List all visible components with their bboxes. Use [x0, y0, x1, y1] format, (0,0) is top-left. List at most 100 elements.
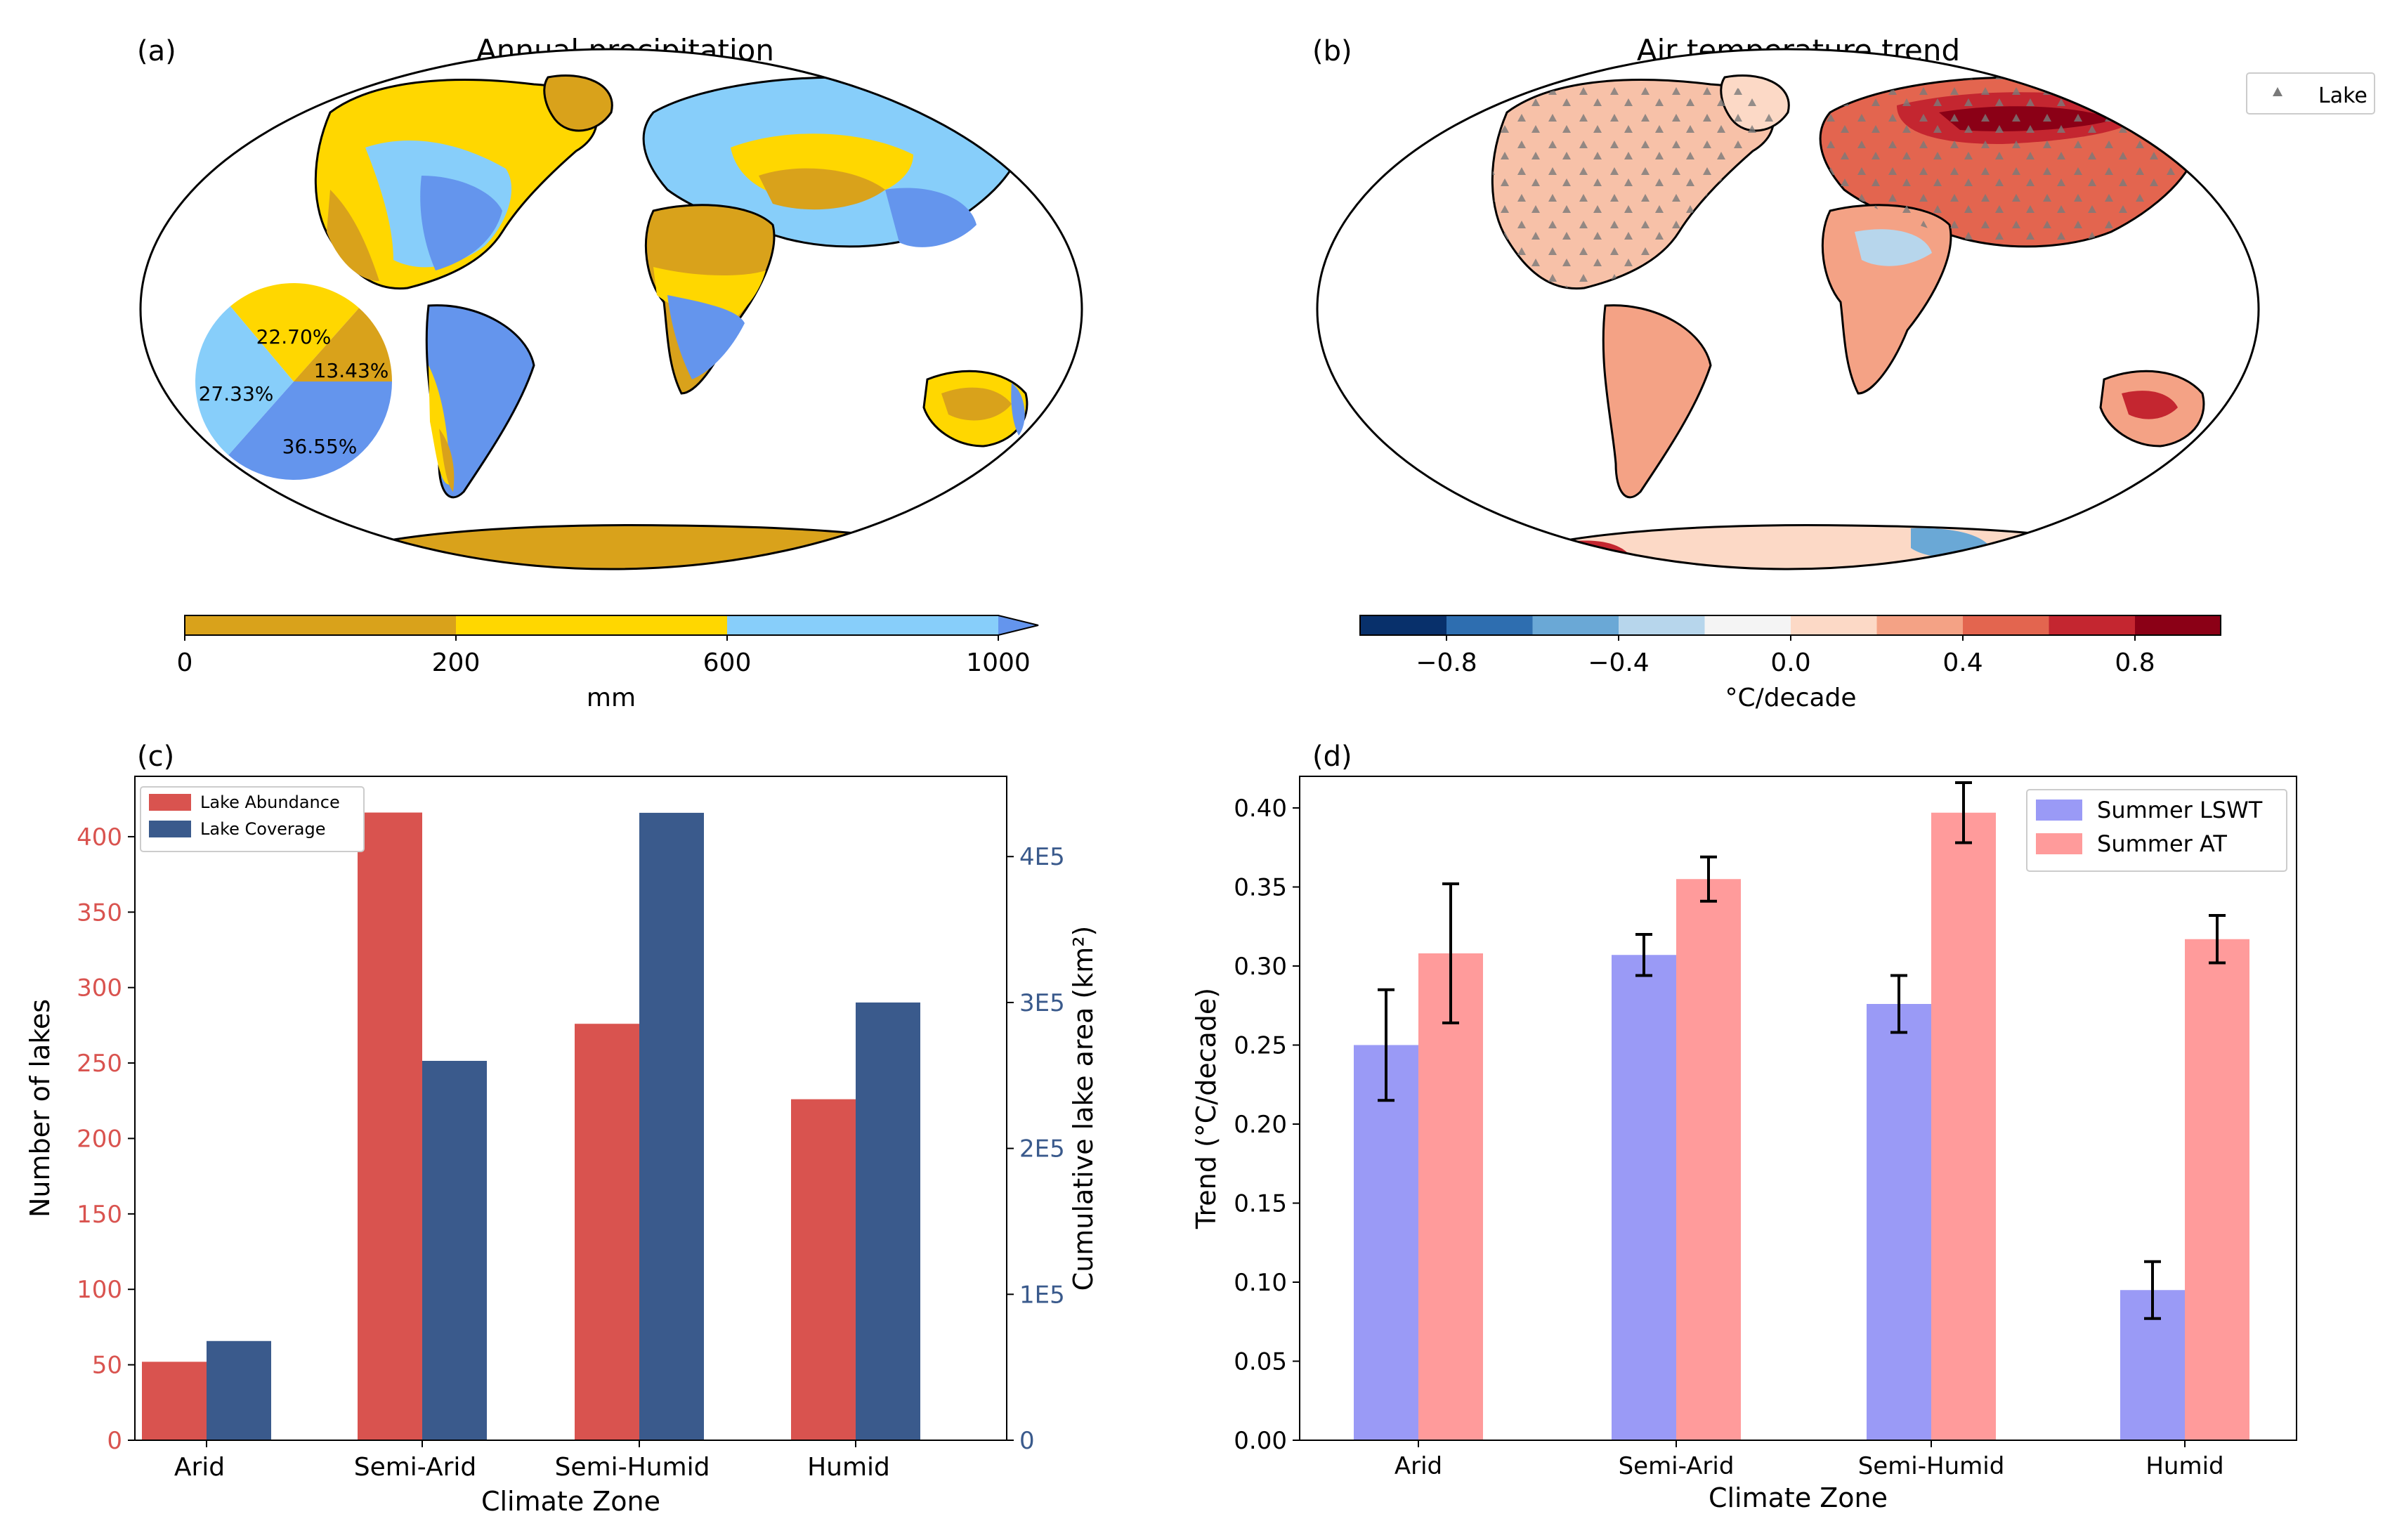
error-bar — [1442, 882, 1459, 1024]
bar-lake-coverage-semi-humid — [639, 812, 704, 1440]
colorbar-segment — [1790, 615, 1877, 635]
bar-lake-abundance-semi-humid — [575, 1024, 639, 1440]
y-right-tick-label: 4E5 — [1019, 843, 1065, 871]
y-tick-label: 150 — [77, 1201, 122, 1229]
panel-b: (b) Air temperature trend — [1312, 33, 2375, 712]
map-arid-zone-australia — [941, 387, 1012, 421]
x-tick-label: Semi-Humid — [555, 1453, 710, 1482]
y-tick-label: 0.40 — [1234, 795, 1287, 823]
y-tick-label: 0.00 — [1234, 1427, 1287, 1455]
colorbar-segment-600-1000 — [727, 615, 998, 635]
colorbar-tick: 0.4 — [1942, 648, 1983, 677]
bar-summer-at-semi-humid — [1931, 812, 1996, 1440]
lake-count-bar-chart: 0 50 100 150 200 250 300 350 400 0 1E5 2E5 3E5 4E5 Ari… — [25, 776, 1099, 1517]
colorbar-tick: −0.8 — [1416, 648, 1477, 677]
plot-frame — [134, 776, 1007, 1441]
colorbar-tick: 0.8 — [2115, 648, 2155, 677]
x-tick-label: Arid — [1395, 1452, 1442, 1480]
colorbar-segment — [1446, 615, 1533, 635]
bar-summer-lswt-semi-arid — [1612, 955, 1676, 1440]
panel-c-label: (c) — [137, 740, 174, 773]
bar-lake-abundance-semi-arid — [358, 812, 422, 1440]
colorbar-extend-arrow — [998, 615, 1038, 635]
legend-label: Summer AT — [2097, 830, 2227, 857]
map-arid-zone-eurasia — [759, 168, 885, 210]
panel-c: (c) 0 50 100 150 200 250 300 350 400 0 1E5 2E5 3E5 4E… — [25, 740, 1099, 1517]
pie-chart-inset: 22.70% 13.43% 27.33% 36.55% — [195, 283, 392, 480]
colorbar-segment — [2049, 615, 2135, 635]
x-axis-label: Climate Zone — [481, 1486, 660, 1517]
y-tick-label: 0.30 — [1234, 953, 1287, 981]
error-bar — [1955, 781, 1972, 844]
y-tick-label: 350 — [77, 899, 122, 927]
y-tick-label: 0.25 — [1234, 1032, 1287, 1060]
pie-slice-semi-arid — [230, 283, 360, 381]
map-humid-zone-north-america — [420, 176, 502, 270]
y-axis-label: Number of lakes — [25, 999, 55, 1218]
legend-swatch — [2036, 800, 2082, 821]
pie-label-humid: 36.55% — [282, 435, 358, 458]
bar-summer-lswt-semi-humid — [1867, 1004, 1931, 1440]
panel-d: (d) 0.00 0.05 0.10 0.15 0.20 0.25 0.30 0.35 0.40… — [1191, 740, 2297, 1513]
y-right-axis-label: Cumulative lake area (km²) — [1068, 926, 1099, 1291]
y-right-tick-label: 3E5 — [1019, 989, 1065, 1017]
pie-label-semi-arid: 22.70% — [256, 325, 332, 348]
legend-label: Lake Abundance — [200, 792, 340, 812]
y-right-tick-label: 1E5 — [1019, 1281, 1065, 1309]
map-humid-zone-australia — [1011, 383, 1025, 436]
pie-slice-humid — [228, 381, 392, 480]
error-bar — [2144, 1260, 2161, 1320]
y-axis-label: Trend (°C/decade) — [1191, 988, 1222, 1229]
panel-b-label: (b) — [1312, 35, 1352, 67]
bar-lake-coverage-arid — [207, 1340, 271, 1440]
bar-summer-at-humid — [2185, 939, 2249, 1440]
map-humid-zone-eurasia — [885, 188, 977, 247]
lake-markers — [1492, 77, 2196, 289]
x-axis-label: Climate Zone — [1709, 1482, 1888, 1513]
x-tick-label: Semi-Arid — [354, 1453, 477, 1482]
y-tick-label: 0.35 — [1234, 874, 1287, 902]
y-tick-label: 400 — [77, 823, 122, 851]
error-bar — [1378, 988, 1395, 1102]
x-tick-label: Semi-Humid — [1858, 1452, 2005, 1480]
y-right-tick-label: 2E5 — [1019, 1135, 1065, 1163]
pie-label-semi-humid: 27.33% — [199, 382, 274, 405]
map-landmass-greenland — [543, 74, 613, 132]
lake-triangle-icon — [2273, 87, 2282, 96]
colorbar-segment — [1360, 615, 1446, 635]
lake-legend: Lake — [2246, 72, 2375, 115]
colorbar-segment — [1532, 615, 1619, 635]
bar-summer-lswt-arid — [1354, 1045, 1418, 1440]
x-tick-label: Arid — [174, 1453, 225, 1482]
map-humid-zone-africa — [667, 295, 745, 379]
map-arid-zone-north-america — [327, 190, 379, 281]
error-bar — [1890, 974, 1907, 1034]
plot-frame — [1299, 776, 2297, 1441]
error-bar — [2209, 914, 2226, 965]
y-tick-label: 0.20 — [1234, 1111, 1287, 1139]
map-arid-strip-south-america — [439, 429, 455, 492]
y-right-tick-label: 0 — [1019, 1427, 1035, 1455]
colorbar-segment — [1962, 615, 2049, 635]
map-b-antarctica — [1527, 524, 2127, 569]
legend-swatch — [149, 794, 191, 811]
bar-lake-coverage-humid — [856, 1002, 920, 1440]
legend: Summer LSWT Summer AT — [2026, 789, 2287, 872]
x-tick-label: Humid — [2145, 1452, 2223, 1480]
legend-swatch — [2036, 833, 2082, 854]
legend-label: Summer LSWT — [2097, 797, 2263, 823]
colorbar-unit: mm — [587, 684, 636, 712]
y-tick-label: 0.10 — [1234, 1269, 1287, 1297]
map-b-australia-hot-zone — [2122, 391, 2178, 419]
legend-label: Lake Coverage — [200, 819, 326, 839]
colorbar-tick: 0 — [177, 648, 193, 677]
panel-d-label: (d) — [1312, 740, 1352, 773]
error-bar — [1635, 933, 1652, 977]
pie-slice-arid — [294, 308, 392, 381]
y-tick-label: 250 — [77, 1050, 122, 1078]
colorbar-unit: °C/decade — [1725, 684, 1856, 712]
y-tick-label: 100 — [77, 1276, 122, 1304]
pie-slice-semi-humid — [195, 306, 294, 455]
colorbar-tick: 200 — [432, 648, 481, 677]
